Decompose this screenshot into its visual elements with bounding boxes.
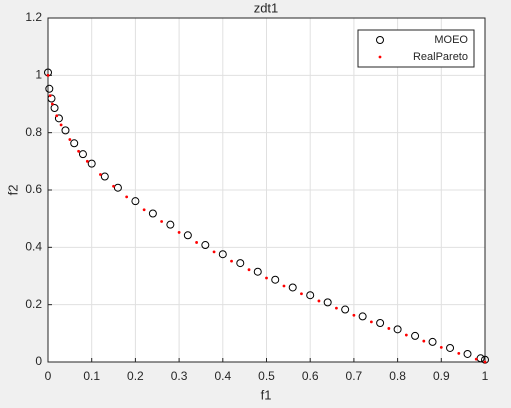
point xyxy=(253,267,262,276)
x-tick-label: 0.8 xyxy=(389,369,406,383)
point xyxy=(247,268,251,272)
point xyxy=(45,84,54,93)
point xyxy=(85,159,89,163)
point xyxy=(335,306,338,310)
point xyxy=(113,183,122,192)
point xyxy=(230,259,233,263)
x-tick-label: 0.4 xyxy=(214,369,231,383)
point xyxy=(404,333,408,337)
point xyxy=(411,331,420,340)
point xyxy=(47,94,56,103)
point xyxy=(100,172,109,181)
point xyxy=(265,276,268,280)
point xyxy=(428,337,437,346)
point xyxy=(148,209,157,218)
y-tick-label: 0.6 xyxy=(25,182,42,196)
y-tick-label: 0.4 xyxy=(25,240,42,254)
point xyxy=(166,220,175,229)
x-tick-label: 0.2 xyxy=(127,369,144,383)
point xyxy=(68,138,72,141)
y-axis-label: f2 xyxy=(5,185,20,196)
point xyxy=(387,327,391,330)
legend-marker xyxy=(376,36,384,44)
point xyxy=(288,283,297,292)
point xyxy=(457,352,461,355)
point xyxy=(78,150,87,159)
x-tick-label: 0.3 xyxy=(171,369,188,383)
legend-label: MOEO xyxy=(434,34,468,46)
x-tick-label: 0.7 xyxy=(346,369,363,383)
point xyxy=(341,305,350,314)
point xyxy=(300,292,303,296)
point xyxy=(50,102,54,106)
point xyxy=(282,284,286,288)
point xyxy=(50,104,59,113)
point xyxy=(112,184,115,188)
legend-box xyxy=(357,29,475,68)
y-tick-label: 0 xyxy=(35,354,42,368)
chart-title: zdt1 xyxy=(254,0,279,15)
point xyxy=(70,139,79,148)
point xyxy=(393,325,402,334)
point xyxy=(195,241,198,244)
point xyxy=(54,114,63,123)
point xyxy=(55,114,59,118)
point xyxy=(59,123,63,127)
point xyxy=(369,320,373,324)
point xyxy=(483,360,487,364)
x-tick-label: 1 xyxy=(482,369,489,383)
point xyxy=(87,159,96,168)
point xyxy=(358,312,367,321)
point xyxy=(446,343,455,352)
point xyxy=(474,357,478,361)
point xyxy=(142,208,146,212)
point xyxy=(422,339,426,343)
legend-marker xyxy=(378,55,382,59)
point xyxy=(376,319,385,328)
point xyxy=(183,231,192,240)
axes-box xyxy=(47,17,486,363)
point xyxy=(323,298,332,307)
point xyxy=(61,126,70,135)
point xyxy=(306,291,315,300)
y-tick-label: 1 xyxy=(35,68,42,82)
point xyxy=(177,231,181,234)
point xyxy=(439,345,443,349)
point xyxy=(125,195,129,199)
point xyxy=(160,220,164,223)
point xyxy=(46,73,50,77)
point xyxy=(218,250,227,259)
x-tick-label: 0.6 xyxy=(302,369,319,383)
x-tick-label: 0.9 xyxy=(433,369,450,383)
point xyxy=(99,173,102,176)
point xyxy=(212,250,216,254)
point xyxy=(463,349,472,358)
point xyxy=(77,149,80,153)
point xyxy=(48,94,52,98)
x-axis-label: f1 xyxy=(261,387,272,402)
point xyxy=(236,259,245,268)
y-tick-label: 0.2 xyxy=(25,297,42,311)
x-tick-label: 0.1 xyxy=(83,369,100,383)
x-tick-label: 0 xyxy=(45,369,52,383)
y-tick-label: 0.8 xyxy=(25,125,42,139)
y-tick-label: 1.2 xyxy=(25,10,42,24)
point xyxy=(352,313,356,317)
point xyxy=(201,241,210,250)
x-tick-label: 0.5 xyxy=(258,369,275,383)
legend-label: RealPareto xyxy=(413,51,468,63)
point xyxy=(271,275,280,284)
point xyxy=(131,197,140,206)
point xyxy=(317,299,321,303)
